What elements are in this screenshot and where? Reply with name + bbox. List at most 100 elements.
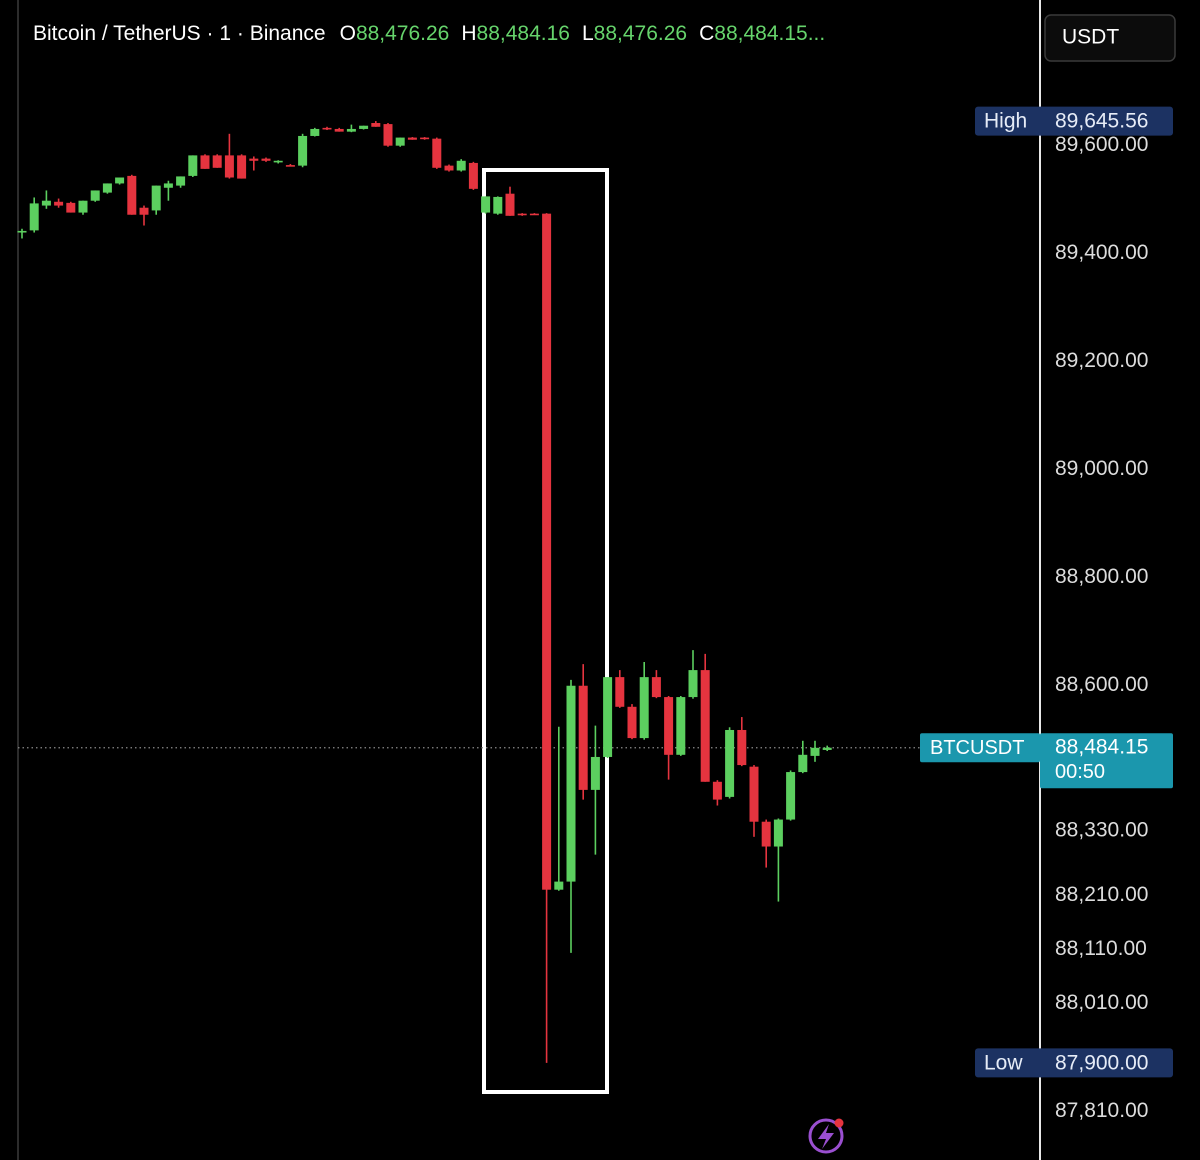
candle	[200, 154, 210, 169]
alert-icon-bolt[interactable]	[818, 1124, 834, 1149]
candle-body	[261, 158, 271, 161]
candle	[651, 670, 661, 699]
candle-body	[224, 155, 234, 178]
candle	[712, 780, 722, 806]
candle	[273, 160, 283, 164]
candle-body	[566, 685, 576, 882]
candle	[444, 164, 454, 172]
candle	[127, 174, 137, 215]
candle	[688, 650, 698, 699]
candle-body	[554, 881, 564, 890]
candle	[151, 185, 161, 215]
candle	[115, 177, 125, 185]
candle-body	[310, 128, 320, 136]
candle	[298, 133, 308, 168]
candle	[725, 727, 735, 799]
y-tick-label: 88,600.00	[1055, 673, 1148, 696]
candle	[66, 201, 76, 213]
low-tag-name: Low	[984, 1051, 1023, 1074]
ohlc-key: L	[581, 22, 594, 45]
candle	[468, 161, 478, 190]
ohlc-key: H	[461, 22, 477, 45]
candle-body	[615, 677, 625, 707]
candle	[322, 126, 332, 131]
candle-body	[603, 677, 613, 757]
candle-body	[407, 137, 417, 140]
candle	[90, 190, 100, 202]
candle-body	[151, 185, 161, 211]
candle	[176, 176, 186, 188]
candle	[481, 196, 491, 214]
candle-body	[725, 729, 735, 797]
y-tick-label: 88,210.00	[1055, 883, 1148, 906]
ohlc-key: O	[339, 22, 356, 45]
ohlc-value: 88,476.26	[593, 22, 688, 45]
ohlc-key: C	[699, 22, 715, 45]
last-price-name-bg	[920, 733, 1040, 763]
candle	[761, 819, 771, 868]
candle	[224, 133, 234, 179]
header: Bitcoin / TetherUS · 1 · Binance O 88,476.…	[33, 22, 837, 46]
candle	[542, 213, 552, 1063]
candle-body	[78, 200, 88, 213]
candle	[798, 740, 808, 774]
currency-button-label[interactable]: USDT	[1062, 26, 1119, 49]
y-tick-label: 88,110.00	[1055, 937, 1147, 960]
candle	[773, 818, 783, 902]
alert-icon-dot[interactable]	[834, 1118, 844, 1128]
candle-body	[212, 155, 222, 168]
y-tick-label: 89,200.00	[1055, 349, 1148, 372]
high-tag-value: 89,645.56	[1055, 110, 1148, 133]
candle	[676, 696, 686, 756]
candle-body	[517, 213, 527, 216]
candle	[212, 154, 222, 168]
candle-body	[249, 158, 259, 161]
candle-body	[371, 123, 381, 127]
candle	[700, 653, 710, 782]
candle	[54, 198, 64, 208]
candle	[603, 677, 613, 759]
high-tag-bg	[975, 106, 1173, 136]
candle	[359, 125, 369, 130]
candle	[517, 213, 527, 216]
candle-body	[798, 754, 808, 773]
candle-body	[822, 747, 832, 750]
y-tick-label: 87,810.00	[1055, 1099, 1148, 1122]
candle	[554, 726, 564, 891]
candle	[590, 725, 600, 855]
candle-body	[200, 155, 210, 169]
candle-body	[176, 176, 186, 186]
candle-body	[773, 819, 783, 847]
candle	[566, 679, 576, 953]
candle	[749, 765, 759, 837]
candle	[627, 704, 637, 740]
candle	[639, 662, 649, 740]
candle	[285, 164, 295, 167]
candle	[334, 127, 344, 132]
candle-body	[41, 200, 51, 206]
candle	[102, 183, 112, 194]
symbol-title: Bitcoin / TetherUS · 1 · Binance	[33, 22, 326, 45]
candle-body	[115, 177, 125, 184]
candle-body	[456, 160, 466, 171]
candle	[163, 180, 173, 201]
ohlc-value: 88,476.26	[355, 22, 450, 45]
candle	[407, 137, 417, 140]
candle	[493, 196, 503, 215]
candle-body	[420, 137, 430, 140]
candle-body	[188, 155, 198, 176]
candle-body	[786, 772, 796, 820]
candle-body	[712, 781, 722, 800]
candle-body	[578, 685, 588, 790]
ohlc-value: 88,484.15...	[714, 22, 826, 45]
candle-body	[749, 766, 759, 822]
alert-icon[interactable]	[808, 1118, 844, 1154]
currency-button[interactable]	[1044, 14, 1176, 62]
candle-body	[163, 183, 173, 188]
candle	[664, 696, 674, 780]
candle	[29, 197, 39, 233]
candle-body	[468, 162, 478, 189]
candle-body	[676, 697, 686, 755]
alert-icon-ring[interactable]	[808, 1118, 844, 1154]
